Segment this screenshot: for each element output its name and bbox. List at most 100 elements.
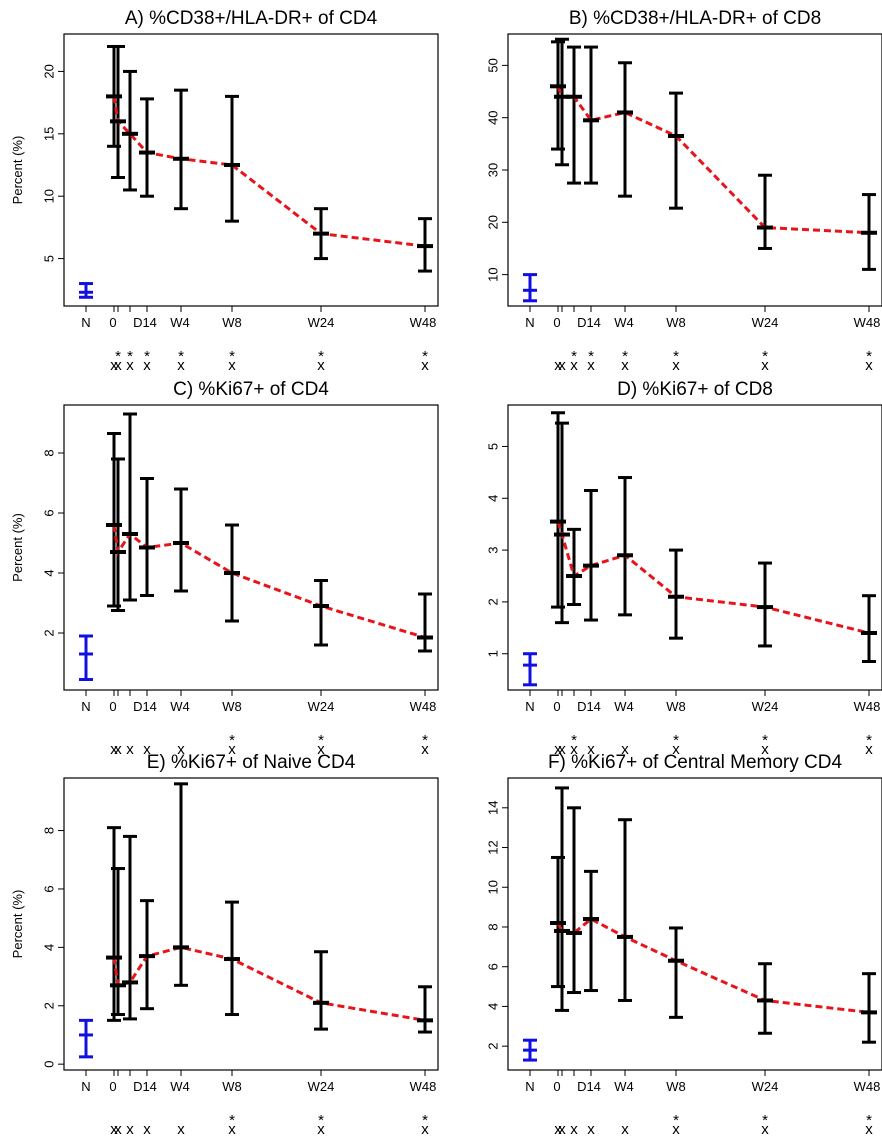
median-line [112,524,426,639]
y-tick-label: 2 [485,1043,500,1050]
significance-star: * [422,348,428,365]
median-line [556,917,870,1014]
x-tick-label: 0 [553,315,560,330]
significance-x: x [177,741,185,758]
median-line [112,96,426,248]
significance-x: x [865,741,873,758]
x-tick-label: W48 [410,1079,437,1094]
median-line [112,945,426,1022]
y-tick-label: 8 [485,923,500,930]
y-tick-label: 10 [41,189,56,203]
x-tick-label: D14 [133,315,157,330]
y-tick-label: 8 [41,827,56,834]
significance-x: x [228,357,236,374]
x-tick-label: W8 [666,699,686,714]
x-tick-label: N [81,699,90,714]
significance-star: * [422,732,428,749]
x-tick-label: W24 [308,1079,335,1094]
x-tick-label: D14 [577,1079,601,1094]
significance-x: x [421,357,429,374]
x-tick-label: W24 [752,1079,779,1094]
y-tick-label: 15 [41,127,56,141]
y-tick-label: 4 [41,569,56,576]
x-tick-label: W4 [170,315,190,330]
chart-panel-c: C) %Ki67+ of CD4 Percent (%) 2 4 6 8 N 0 D14 W4 W8… [10,379,439,758]
x-tick-label: W4 [170,1079,190,1094]
significance-star: * [229,1112,235,1129]
x-tick-label: D14 [577,315,601,330]
x-tick-label: W24 [308,315,335,330]
significance-star: * [144,348,150,365]
significance-x: x [865,1121,873,1138]
x-tick-label: N [525,699,534,714]
significance-x: x [177,1121,185,1138]
x-tick-label: 0 [109,315,116,330]
plot-frame [63,33,439,307]
chart-panel-d: D) %Ki67+ of CD8 1 2 3 4 5 N 0 D14 W4 W8 W24 W48 * * * *… [485,379,882,758]
significance-star: * [229,348,235,365]
y-tick-label: 20 [485,215,500,229]
x-tick-label: W8 [666,1079,686,1094]
chart-title: C) %Ki67+ of CD4 [173,379,329,400]
x-tick-label: W8 [222,1079,242,1094]
x-tick-label: N [525,1079,534,1094]
significance-x: x [126,741,134,758]
y-tick-label: 10 [485,267,500,281]
significance-x: x [110,357,118,374]
significance-x: x [570,741,578,758]
y-axis-label: Percent (%) [10,890,25,959]
y-tick-label: 50 [485,58,500,72]
significance-x: x [114,1121,122,1138]
significance-x: x [672,1121,680,1138]
y-tick-label: 30 [485,163,500,177]
x-tick-label: W4 [170,699,190,714]
x-tick-label: W4 [614,1079,634,1094]
y-axis-label: Percent (%) [10,513,25,582]
significance-x: x [570,1121,578,1138]
significance-x: x [761,1121,769,1138]
x-tick-label: W24 [308,699,335,714]
significance-x: x [587,1121,595,1138]
significance-star: * [318,348,324,365]
significance-star: * [422,1112,428,1129]
x-tick-label: D14 [133,1079,157,1094]
significance-star: * [622,348,628,365]
significance-x: x [110,1121,118,1138]
chart-panel-a: A) %CD38+/HLA-DR+ of CD4 Percent (%) 5 10 15… [10,8,439,374]
plot-frame [63,777,439,1071]
significance-star: * [571,348,577,365]
y-tick-label: 6 [485,963,500,970]
significance-x: x [672,741,680,758]
chart-title: A) %CD38+/HLA-DR+ of CD4 [125,8,378,29]
plot-frame [507,33,882,307]
plot-frame [63,404,439,691]
significance-x: x [672,357,680,374]
significance-star: * [673,348,679,365]
significance-star: * [318,1112,324,1129]
y-tick-label: 10 [485,880,500,894]
significance-x: x [317,1121,325,1138]
significance-x: x [228,1121,236,1138]
significance-x: x [114,357,122,374]
median-line [556,85,870,235]
significance-x: x [558,741,566,758]
significance-x: x [761,357,769,374]
significance-x: x [621,741,629,758]
significance-star: * [673,1112,679,1129]
y-tick-label: 3 [485,546,500,553]
chart-panel-e: E) %Ki67+ of Naive CD4 Percent (%) 0 2 4 6 8 N 0… [10,752,439,1138]
x-tick-label: W24 [752,699,779,714]
significance-star: * [588,348,594,365]
significance-x: x [587,741,595,758]
significance-star: * [673,732,679,749]
y-tick-label: 14 [485,801,500,815]
x-tick-label: 0 [553,699,560,714]
chart-title: E) %Ki67+ of Naive CD4 [147,752,356,773]
significance-x: x [554,1121,562,1138]
y-tick-label: 4 [485,1003,500,1010]
significance-x: x [621,357,629,374]
y-tick-label: 8 [41,449,56,456]
significance-x: x [110,741,118,758]
x-tick-label: N [81,315,90,330]
